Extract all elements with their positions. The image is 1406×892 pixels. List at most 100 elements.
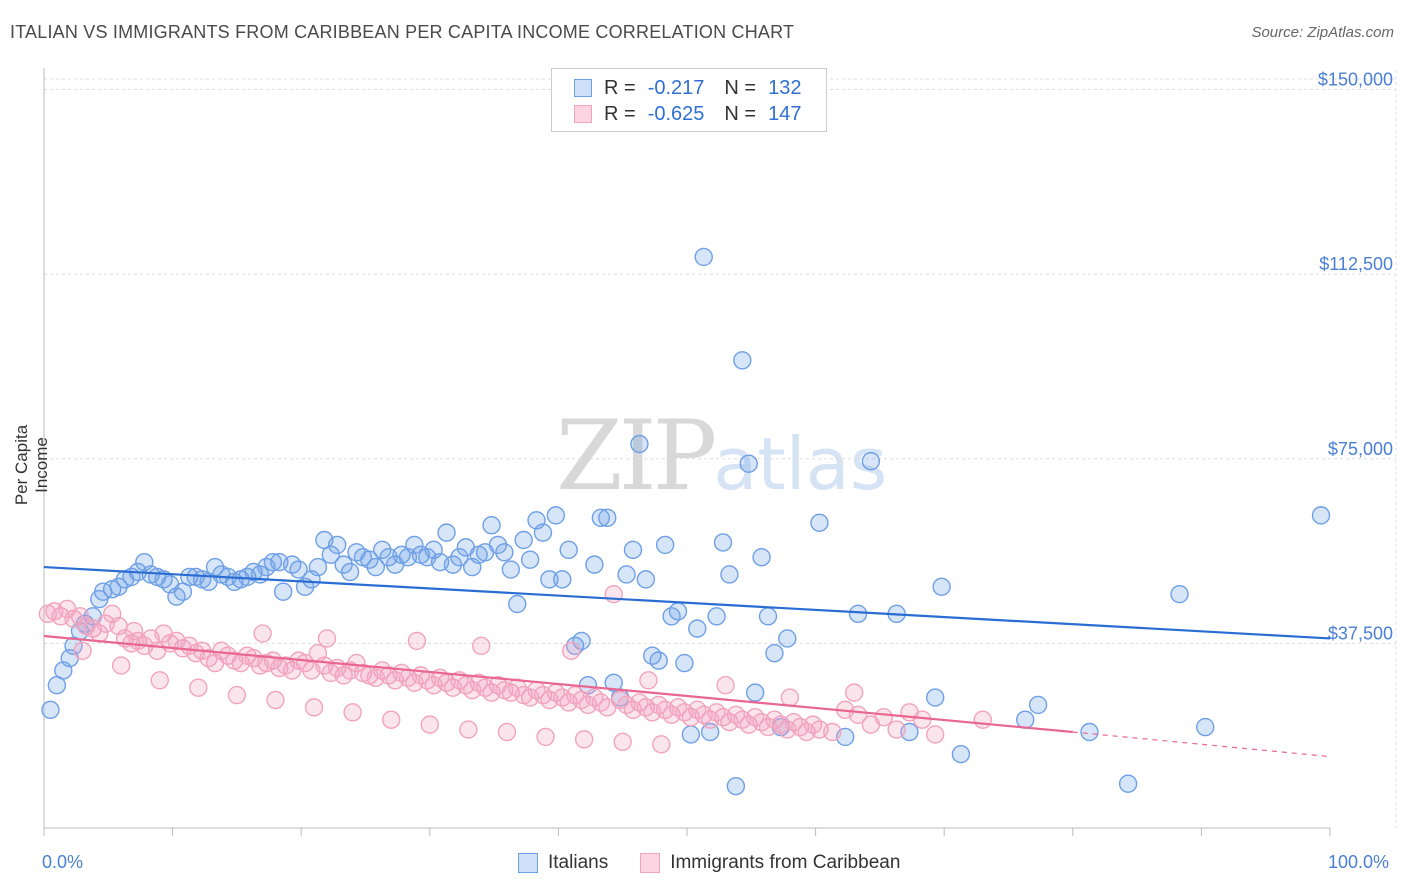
- trend-line-caribbean: [43, 634, 1073, 734]
- point-caribbean: [536, 727, 555, 747]
- point-caribbean: [844, 683, 864, 702]
- point-italians: [752, 548, 771, 567]
- point-italians: [328, 535, 347, 555]
- trend-line-italians: [43, 565, 1331, 640]
- point-italians: [758, 607, 778, 626]
- watermark-atlas: atlas: [713, 422, 888, 506]
- point-italians: [41, 700, 60, 720]
- chart-title: ITALIAN VS IMMIGRANTS FROM CARIBBEAN PER…: [10, 22, 795, 42]
- point-caribbean: [639, 671, 658, 690]
- point-italians: [733, 351, 752, 370]
- point-caribbean: [111, 656, 131, 675]
- point-italians: [585, 555, 604, 574]
- point-italians: [636, 570, 656, 589]
- point-italians: [655, 535, 675, 555]
- point-caribbean: [925, 725, 945, 744]
- source-label: Source: ZipAtlas.com: [1251, 24, 1394, 41]
- point-italians: [373, 540, 392, 560]
- legend-r-label: R =: [604, 76, 636, 99]
- point-caribbean: [227, 685, 247, 705]
- point-italians: [649, 651, 668, 670]
- point-italians: [726, 776, 746, 796]
- point-italians: [1016, 710, 1035, 729]
- point-caribbean: [780, 688, 800, 707]
- point-italians: [630, 434, 649, 454]
- point-caribbean: [343, 703, 362, 722]
- point-italians: [360, 550, 379, 569]
- series-name-italians: Italians: [548, 852, 609, 873]
- series-legend-italians[interactable]: Italians: [518, 852, 608, 874]
- point-caribbean: [823, 722, 842, 742]
- point-italians: [308, 557, 328, 577]
- point-italians: [501, 560, 521, 579]
- trend-line-caribbean-extension: [1072, 731, 1331, 758]
- point-italians: [450, 548, 469, 567]
- point-italians: [289, 560, 308, 579]
- point-italians: [1118, 774, 1138, 793]
- point-caribbean: [420, 715, 439, 734]
- point-italians: [1028, 695, 1048, 715]
- point-caribbean: [613, 732, 632, 752]
- legend-n-label: N =: [724, 102, 757, 125]
- legend-r-label: R =: [604, 102, 636, 125]
- point-caribbean: [874, 708, 893, 727]
- point-italians: [720, 565, 739, 584]
- point-italians: [559, 540, 578, 560]
- point-italians: [745, 683, 765, 702]
- point-caribbean: [382, 710, 401, 729]
- point-italians: [334, 555, 353, 574]
- point-italians: [366, 557, 385, 577]
- point-caribbean: [497, 722, 517, 742]
- point-italians: [707, 607, 726, 626]
- legend-swatch-italians: [574, 79, 592, 97]
- series-name-caribbean: Immigrants from Caribbean: [670, 852, 901, 873]
- point-caribbean: [913, 710, 932, 729]
- point-caribbean: [253, 624, 272, 643]
- legend-row-caribbean: R = -0.625 N = 147: [574, 103, 801, 125]
- point-italians: [713, 533, 733, 552]
- point-italians: [778, 629, 797, 648]
- point-italians: [688, 619, 707, 638]
- series-swatch-italians: [518, 853, 538, 873]
- legend-r-value: -0.625: [647, 102, 705, 125]
- point-caribbean: [459, 720, 478, 739]
- point-italians: [109, 577, 128, 596]
- point-italians: [1196, 717, 1215, 737]
- point-italians: [340, 562, 360, 582]
- point-italians: [1311, 506, 1331, 525]
- point-italians: [443, 555, 463, 574]
- watermark-zip: ZIP: [556, 400, 717, 512]
- point-caribbean: [150, 671, 169, 690]
- legend: R = -0.217 N = 132 R = -0.625 N = 147: [551, 68, 827, 132]
- point-italians: [488, 535, 508, 555]
- y-tick-label: $150,000: [1318, 70, 1393, 90]
- point-caribbean: [472, 636, 491, 656]
- point-italians: [668, 602, 688, 621]
- point-caribbean: [189, 678, 208, 697]
- point-italians: [810, 513, 829, 532]
- point-italians: [925, 688, 945, 707]
- point-caribbean: [973, 710, 992, 729]
- point-italians: [591, 508, 611, 528]
- point-italians: [553, 570, 572, 589]
- point-italians: [739, 454, 758, 473]
- series-legend-caribbean[interactable]: Immigrants from Caribbean: [640, 852, 900, 874]
- point-italians: [1170, 584, 1189, 604]
- point-caribbean: [266, 690, 285, 710]
- point-italians: [514, 530, 533, 550]
- point-italians: [681, 725, 701, 744]
- point-caribbean: [73, 641, 92, 660]
- legend-n-value: 147: [768, 102, 802, 125]
- point-italians: [405, 535, 424, 555]
- point-italians: [694, 247, 713, 267]
- point-italians: [765, 644, 784, 663]
- watermark: ZIPatlas: [556, 400, 887, 512]
- point-italians: [495, 543, 514, 562]
- legend-r-value: -0.217: [647, 76, 705, 99]
- x-tick-label-min: 0.0%: [42, 852, 84, 872]
- point-italians: [533, 523, 553, 542]
- legend-n-label: N =: [724, 76, 757, 99]
- point-italians: [508, 594, 527, 614]
- point-italians: [482, 516, 501, 535]
- y-tick-label: $37,500: [1328, 623, 1393, 643]
